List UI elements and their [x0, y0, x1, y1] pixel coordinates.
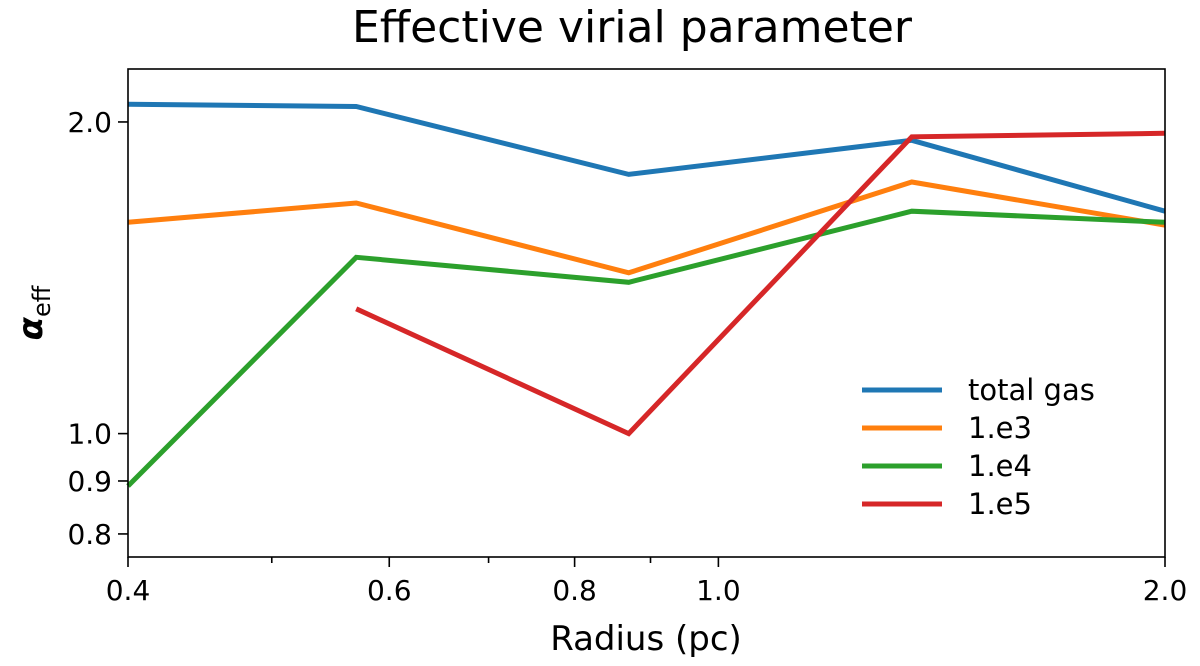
legend-label-2: 1.e3 — [968, 411, 1032, 445]
x-tick-label-3: 0.8 — [552, 574, 597, 607]
y-tick-label-3: 1.0 — [67, 418, 112, 451]
legend-label-4: 1.e5 — [968, 487, 1032, 521]
plot-frame — [127, 68, 1166, 558]
series-line-2 — [127, 179, 1166, 276]
x-tick-label-2: 0.6 — [367, 574, 412, 607]
y-axis-label-sub: eff — [28, 285, 56, 317]
x-axis: 0.4 0.6 0.8 1.0 2.0 — [106, 557, 1188, 607]
y-axis-label-main: α — [11, 316, 51, 340]
series-line-1 — [127, 101, 1166, 214]
y-tick-label-1: 0.8 — [67, 518, 112, 551]
series-line-3 — [126, 208, 1166, 488]
x-tick-label-5: 2.0 — [1143, 574, 1188, 607]
y-axis-label: αeff — [11, 285, 56, 340]
legend-label-1: total gas — [968, 373, 1095, 407]
y-axis: 0.8 0.9 1.0 2.0 — [67, 106, 128, 551]
y-tick-label-2: 0.9 — [67, 465, 112, 498]
legend-label-3: 1.e4 — [968, 449, 1032, 483]
series-line-4 — [355, 130, 1166, 437]
x-tick-label-4: 1.0 — [696, 574, 741, 607]
series-layer — [126, 101, 1166, 488]
y-tick-label-4: 2.0 — [67, 106, 112, 139]
legend: total gas 1.e3 1.e4 1.e5 — [862, 373, 1095, 521]
chart-title: Effective virial parameter — [352, 2, 913, 53]
x-tick-label-1: 0.4 — [106, 574, 151, 607]
x-axis-label: Radius (pc) — [550, 619, 742, 659]
